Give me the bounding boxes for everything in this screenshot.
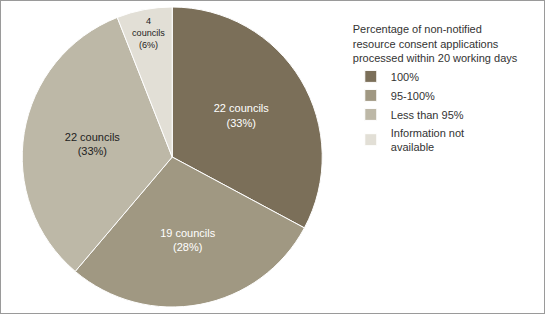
svg-text:Information notavailable: Information notavailable: [391, 127, 464, 153]
svg-text:19 councils(28%): 19 councils(28%): [160, 227, 216, 253]
svg-text:Percentage of non-notifiedreso: Percentage of non-notifiedresource conse…: [353, 23, 518, 64]
svg-text:22 councils(33%): 22 councils(33%): [65, 131, 121, 157]
svg-text:95-100%: 95-100%: [391, 90, 435, 102]
svg-text:Less than 95%: Less than 95%: [391, 109, 464, 121]
svg-text:22 councils(33%): 22 councils(33%): [214, 102, 270, 128]
svg-text:100%: 100%: [391, 71, 419, 83]
svg-text:4councils(6%): 4councils(6%): [132, 16, 165, 50]
